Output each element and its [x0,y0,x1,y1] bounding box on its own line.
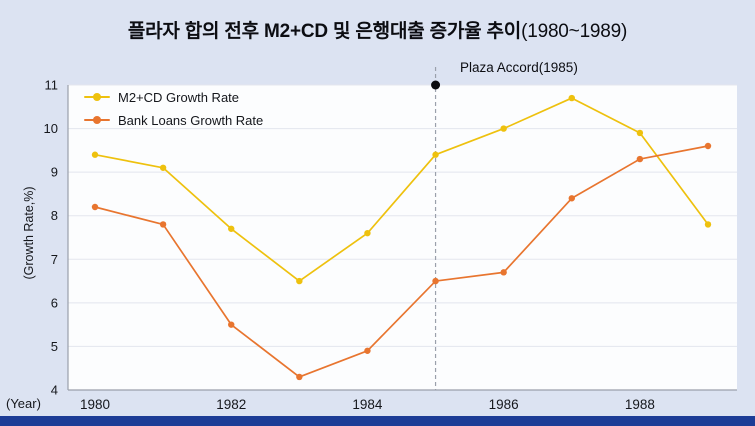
data-point-marker [568,195,575,202]
page-title-suffix: (1980~1989) [521,21,628,42]
x-tick-label: 1986 [489,397,519,412]
data-point-marker [432,151,439,158]
data-point-marker [500,269,507,276]
page-title-main: 플라자 합의 전후 M2+CD 및 은행대출 증가율 추이 [127,21,522,42]
legend-item-bank-loans: Bank Loans Growth Rate [84,111,263,129]
y-tick-label: 10 [44,121,58,136]
data-point-marker [91,151,99,158]
m2cd-legend-marker-icon [84,93,110,101]
plaza-accord-annotation-label: Plaza Accord(1985) [460,60,578,75]
data-point-marker [704,142,712,150]
y-tick-label: 11 [45,78,59,93]
data-point-marker [636,129,644,137]
data-point-marker [228,321,235,328]
y-tick-label: 7 [51,252,58,267]
bank-loans-legend-marker-icon [84,116,110,124]
data-point-marker [568,94,575,102]
data-point-marker [159,221,167,228]
series-line-0 [94,97,709,282]
data-point-marker [228,225,235,232]
data-point-marker [296,373,303,381]
x-tick-label: 1988 [625,397,655,412]
data-point-marker [91,203,99,211]
page-title: 플라자 합의 전후 M2+CD 및 은행대출 증가율 추이(1980~1989) [0,16,755,43]
data-point-marker [704,221,712,228]
plaza-accord-dot-icon [431,80,441,90]
y-axis-label: (Growth Rate,%) [22,186,36,280]
x-tick-label: 1984 [352,397,383,412]
plot-area [68,85,737,390]
x-tick-label: 1982 [216,397,246,412]
data-point-marker [159,164,167,171]
legend-item-m2cd: M2+CD Growth Rate [84,88,263,106]
legend-label-bank-loans: Bank Loans Growth Rate [118,112,264,128]
legend: M2+CD Growth Rate Bank Loans Growth Rate [84,88,263,129]
y-tick-label: 8 [51,208,58,223]
data-point-marker [500,125,507,132]
series-line-1 [94,145,709,378]
data-point-marker [636,155,644,163]
data-point-marker [296,277,303,285]
bottom-accent-bar [0,416,755,426]
x-tick-label: 1980 [80,397,110,412]
data-point-marker [364,347,371,354]
x-axis-label: (Year) [6,396,41,411]
data-point-marker [432,277,439,285]
legend-label-m2cd: M2+CD Growth Rate [118,89,240,105]
y-tick-label: 6 [51,295,58,310]
data-point-marker [364,229,371,237]
y-tick-label: 5 [51,339,58,354]
y-tick-label: 4 [51,383,58,398]
y-tick-label: 9 [51,165,58,180]
